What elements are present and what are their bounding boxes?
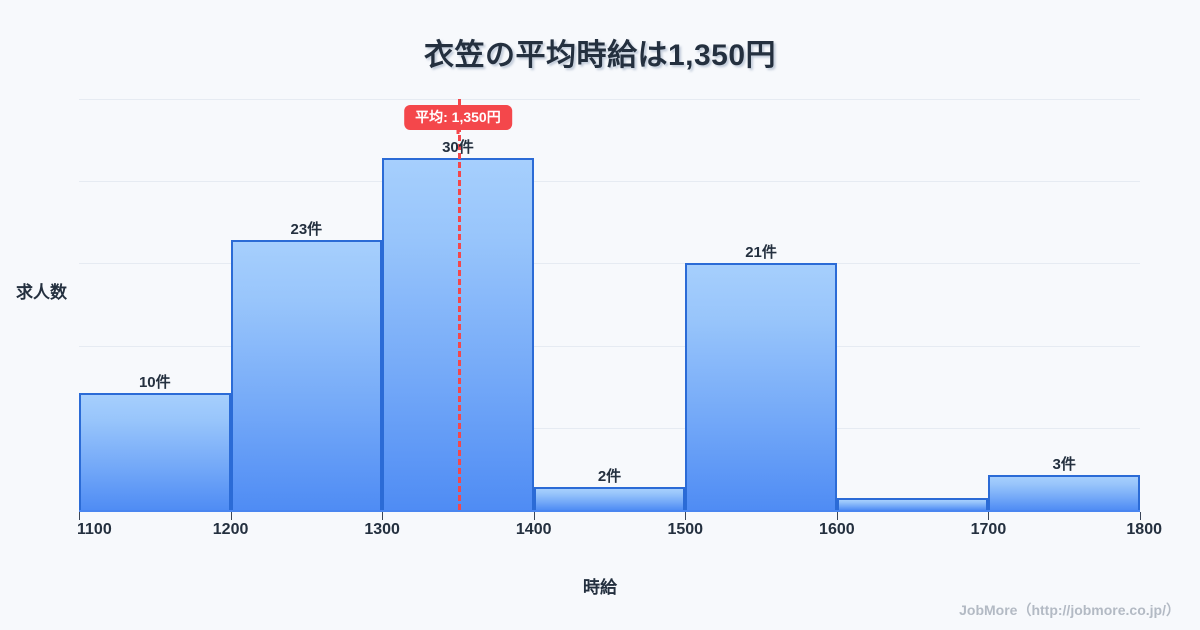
bar-value-label: 30件 [442,138,474,156]
x-axis-tick [685,512,687,520]
histogram-bar[interactable] [836,498,989,510]
histogram-bar[interactable] [230,239,383,510]
average-badge-stem [456,126,460,134]
gridline [79,263,1140,265]
x-axis-tick [988,512,990,520]
x-axis-tick [1140,512,1141,520]
average-line [457,99,461,510]
bar-value-label: 10件 [138,373,171,391]
x-axis-tick [79,512,80,520]
gridline [79,427,1140,429]
x-axis-tick [230,512,232,520]
bar-value-label: 23件 [290,220,323,238]
x-axis-tick-label: 1800 [1126,521,1162,538]
gridline [79,345,1140,347]
plot-area [79,99,1140,510]
x-axis-tick-label: 1200 [212,521,249,538]
bar-value-label: 2件 [597,467,622,485]
histogram-bar[interactable] [533,486,686,510]
x-axis-tick-label: 1100 [77,521,112,538]
x-axis-tick-label: 1700 [970,521,1007,538]
x-axis-tick [382,512,384,520]
bar-value-label: 21件 [745,244,777,262]
x-axis-tick [533,512,535,520]
x-axis-title: 時給 [583,578,617,597]
gridline [79,99,1140,100]
page-title: 衣笠の平均時給は1,350円 [423,39,777,72]
x-axis-tick-label: 1300 [364,521,400,538]
average-badge: 平均: 1,350円 [404,105,512,130]
x-axis-tick-label: 1600 [819,521,855,538]
x-axis-tick [836,512,838,520]
histogram-bar[interactable] [988,474,1140,510]
x-axis-baseline [79,510,1140,512]
bar-value-label: 3件 [1052,455,1076,473]
x-axis-tick-label: 1400 [515,521,552,538]
gridline [79,181,1140,183]
x-axis-tick-label: 1500 [667,521,704,538]
watermark: JobMore（http://jobmore.co.jp/） [959,602,1180,618]
histogram-bar[interactable] [79,392,231,510]
y-axis-title: 求人数 [16,283,67,302]
histogram-bar[interactable] [685,263,837,510]
